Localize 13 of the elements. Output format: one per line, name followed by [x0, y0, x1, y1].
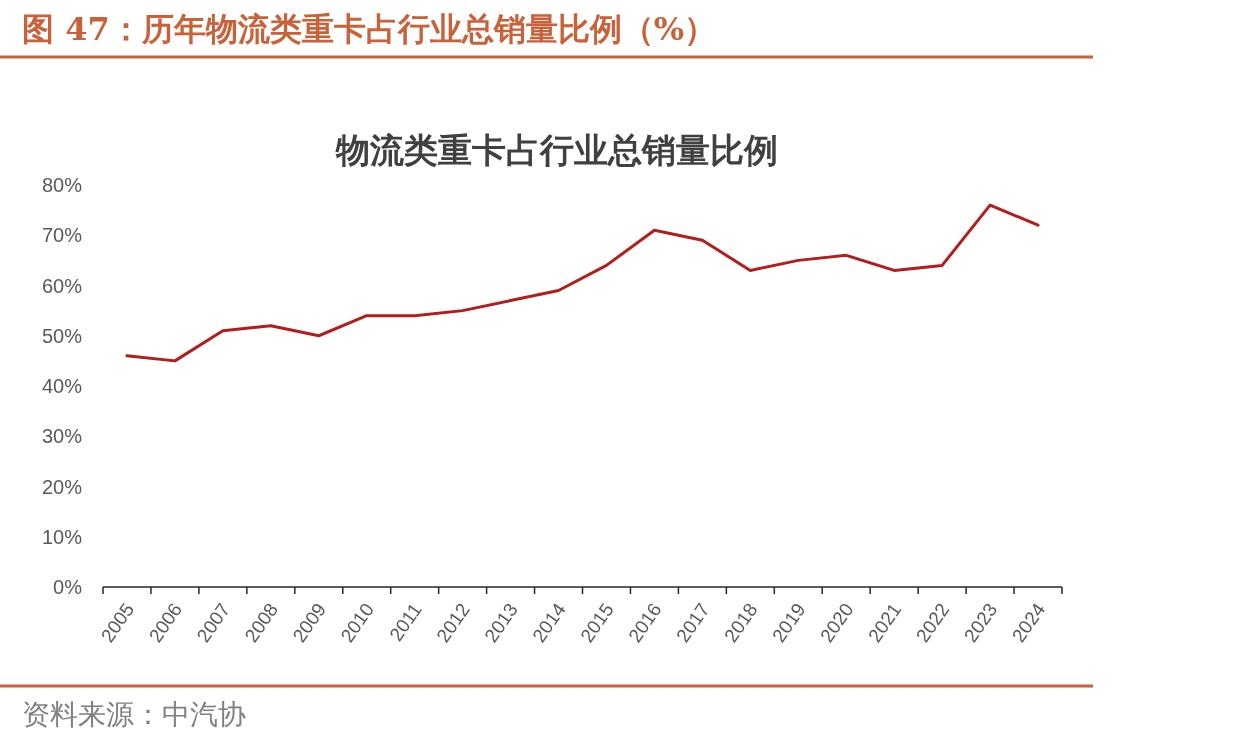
text: 资料来源：中汽协 [22, 698, 246, 731]
y-tick-label: 40% [41, 375, 83, 397]
chart-title: 图 47：历年物流类重卡占行业总销量比例（%） [22, 10, 717, 48]
y-tick-label: 20% [41, 475, 83, 498]
y-tick-label: 50% [41, 324, 83, 347]
y-tick-label: 70% [41, 224, 83, 247]
y-tick-label: 60% [41, 274, 83, 297]
y-tick-label: 80% [41, 174, 83, 196]
y-tick-label: 30% [41, 425, 83, 448]
chart-subtitle: 物流类重卡占行业总销量比例 [335, 130, 778, 170]
line-series [125, 203, 1040, 363]
y-tick-label: 10% [41, 525, 83, 548]
y-tick-label: 0% [53, 576, 83, 598]
